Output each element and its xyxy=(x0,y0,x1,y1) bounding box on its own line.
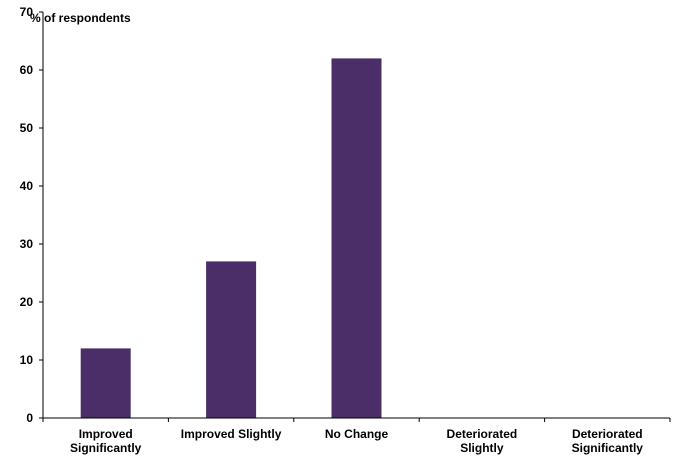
y-tick-label-3: 30 xyxy=(20,237,34,251)
x-label-2-line-0: No Change xyxy=(325,427,389,441)
y-ticks-group: 0 10 20 30 40 50 60 70 xyxy=(20,5,43,425)
x-label-3-line-0: Deteriorated xyxy=(447,427,518,441)
y-tick-label-5: 50 xyxy=(20,121,34,135)
y-axis-label: % of respondents xyxy=(30,11,131,25)
axes-group xyxy=(42,12,671,422)
x-label-0-line-1: Significantly xyxy=(70,441,142,455)
x-label-3: Deteriorated Slightly xyxy=(447,427,518,455)
x-label-0-line-0: Improved xyxy=(79,427,133,441)
y-tick-label-6: 60 xyxy=(20,63,34,77)
bar-2 xyxy=(331,58,382,419)
x-label-1-line-0: Improved Slightly xyxy=(181,427,282,441)
bar-group xyxy=(80,58,382,419)
x-label-4-line-0: Deteriorated xyxy=(572,427,643,441)
y-tick-label-4: 40 xyxy=(20,179,34,193)
y-tick-label-7: 70 xyxy=(20,5,34,19)
x-label-4: Deteriorated Significantly xyxy=(572,427,644,455)
x-label-3-line-1: Slightly xyxy=(460,441,504,455)
y-tick-label-1: 10 xyxy=(20,353,34,367)
x-label-4-line-1: Significantly xyxy=(572,441,644,455)
x-label-2: No Change xyxy=(325,427,389,441)
bar-0 xyxy=(80,348,131,418)
y-tick-label-2: 20 xyxy=(20,295,34,309)
x-label-0: Improved Significantly xyxy=(70,427,142,455)
x-label-1: Improved Slightly xyxy=(181,427,282,441)
y-tick-label-0: 0 xyxy=(26,411,33,425)
bar-1 xyxy=(206,261,257,418)
